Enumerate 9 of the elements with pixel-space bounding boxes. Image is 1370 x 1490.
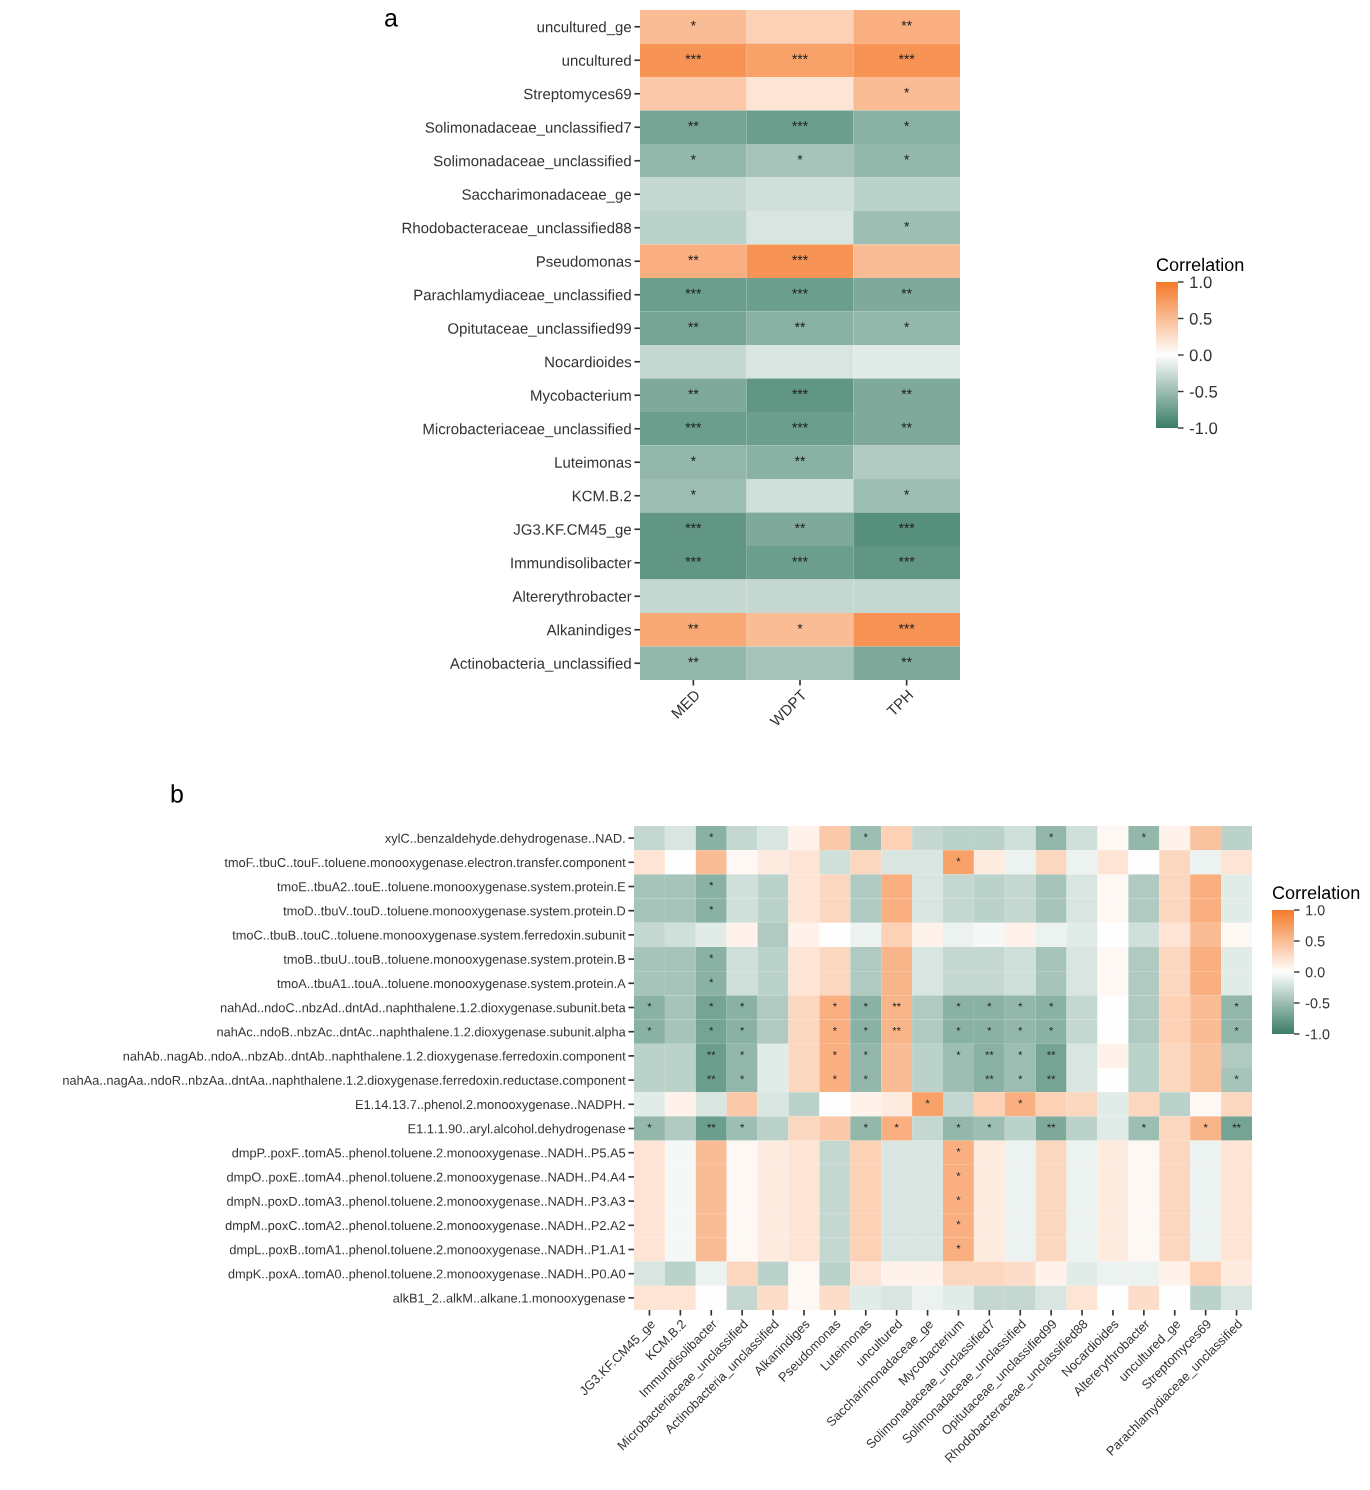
color-bar-title: Correlation — [1272, 885, 1360, 900]
text: b — [171, 784, 183, 803]
color-bar-label: 1.0 — [1190, 276, 1212, 289]
color-bar-title: Correlation — [1156, 257, 1244, 272]
color-bar-label: -0.5 — [1189, 385, 1218, 398]
color-bar-label: -1.0 — [1189, 422, 1218, 435]
color-bar-label: 0.5 — [1189, 312, 1212, 325]
color-bar-label: 0.0 — [1189, 349, 1212, 362]
text: a — [385, 13, 398, 27]
